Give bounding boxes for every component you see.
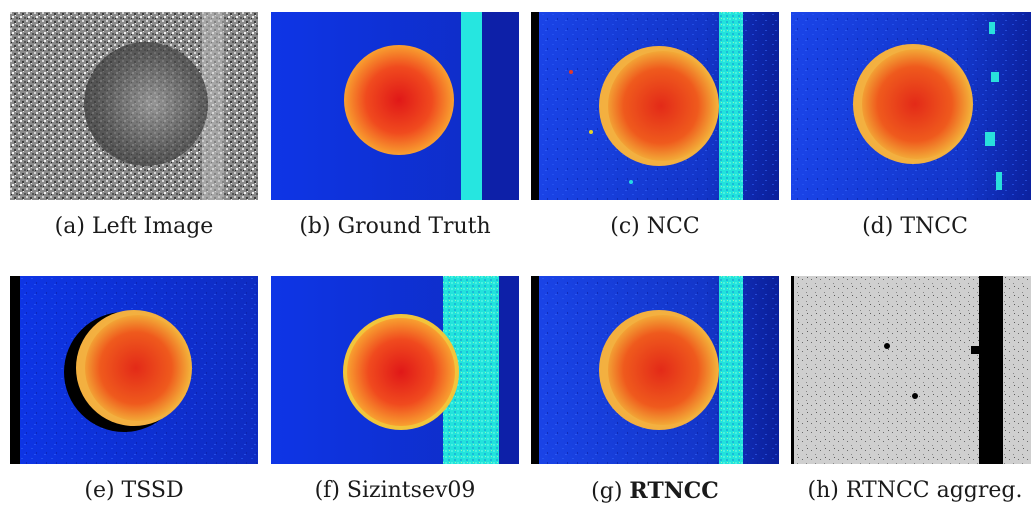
panel-rtncc: (g) RTNCC bbox=[531, 276, 779, 504]
caption-g: (g) RTNCC bbox=[591, 478, 719, 504]
caption-c: (c) NCC bbox=[610, 214, 700, 239]
panel-left-image: (a) Left Image bbox=[10, 12, 258, 239]
tssd-map bbox=[10, 276, 258, 464]
tncc-map bbox=[791, 12, 1031, 200]
caption-d: (d) TNCC bbox=[862, 214, 968, 239]
caption-e: (e) TSSD bbox=[84, 478, 184, 503]
rtncc-map bbox=[531, 276, 779, 464]
panel-tssd: (e) TSSD bbox=[10, 276, 258, 503]
left-image-photo bbox=[10, 12, 258, 200]
sizintsev09-map bbox=[271, 276, 519, 464]
panel-ground-truth: (b) Ground Truth bbox=[271, 12, 519, 239]
ncc-map bbox=[531, 12, 779, 200]
panel-tncc: (d) TNCC bbox=[791, 12, 1031, 239]
caption-f: (f) Sizintsev09 bbox=[314, 478, 476, 503]
panel-rtncc-aggreg: (h) RTNCC aggreg. bbox=[791, 276, 1031, 503]
caption-h: (h) RTNCC aggreg. bbox=[807, 478, 1023, 503]
caption-b: (b) Ground Truth bbox=[299, 214, 491, 239]
panel-ncc: (c) NCC bbox=[531, 12, 779, 239]
ground-truth-map bbox=[271, 12, 519, 200]
rtncc-aggreg-map bbox=[791, 276, 1031, 464]
caption-a: (a) Left Image bbox=[54, 214, 214, 239]
panel-sizintsev09: (f) Sizintsev09 bbox=[271, 276, 519, 503]
